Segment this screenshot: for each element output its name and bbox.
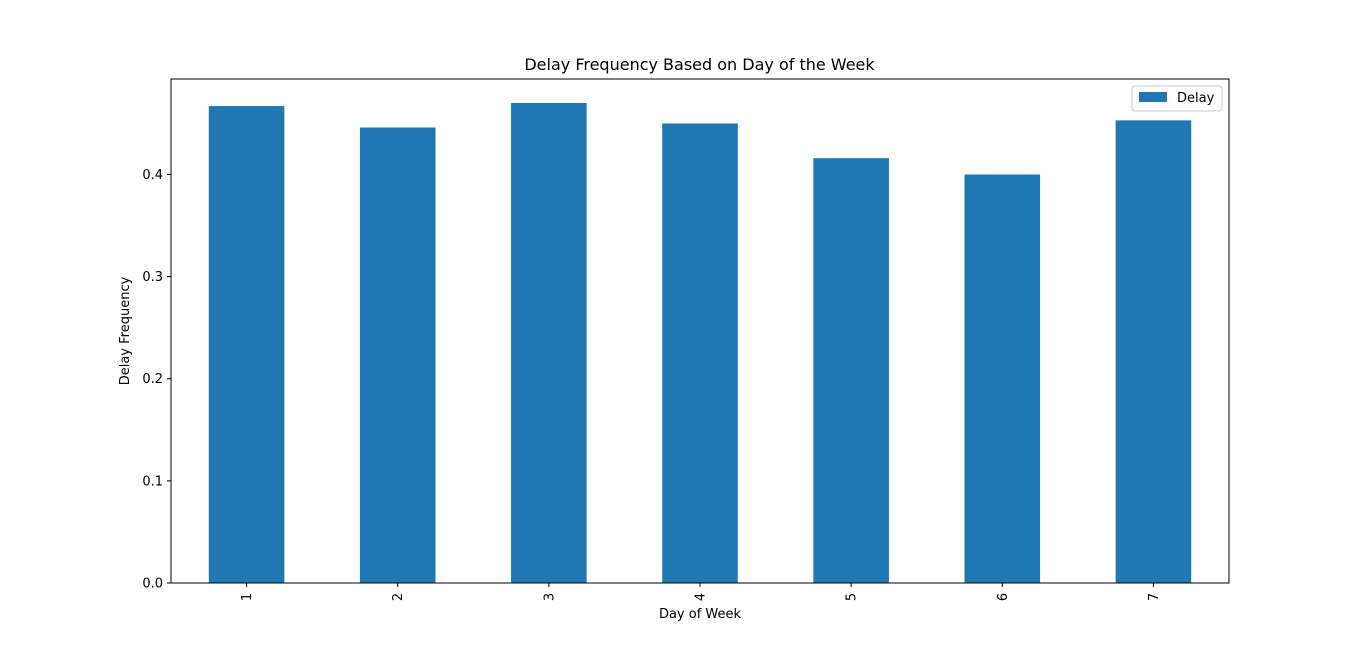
legend-swatch <box>1139 92 1167 102</box>
chart-title: Delay Frequency Based on Day of the Week <box>524 55 875 74</box>
x-tick-label: 2 <box>391 593 406 601</box>
bars <box>208 103 1192 584</box>
bar-day-3 <box>511 103 587 583</box>
y-tick-label: 0.2 <box>142 372 163 387</box>
x-tick-label: 6 <box>996 593 1011 601</box>
legend-label: Delay <box>1177 91 1215 106</box>
bar-day-6 <box>964 174 1041 584</box>
x-tick-label: 3 <box>542 593 557 601</box>
y-axis-label: Delay Frequency <box>118 276 133 385</box>
x-tick-label: 7 <box>1147 593 1162 601</box>
y-tick-label: 0.3 <box>142 270 163 285</box>
y-tick-label: 0.1 <box>142 474 163 489</box>
plot-area-frame <box>170 78 1230 584</box>
bar-day-4 <box>662 123 738 584</box>
x-tick-label: 4 <box>694 593 709 601</box>
x-tick-label: 5 <box>845 593 860 601</box>
y-tick-label: 0.4 <box>142 168 163 183</box>
x-axis-label: Day of Week <box>659 607 742 622</box>
bar-day-7 <box>1115 120 1192 584</box>
x-ticks: 1 2 3 4 5 6 7 <box>240 583 1162 601</box>
bar-day-1 <box>208 106 285 583</box>
y-ticks: 0.0 0.1 0.2 0.3 0.4 <box>142 168 171 592</box>
bar-day-5 <box>813 158 889 583</box>
x-tick-label: 1 <box>240 593 255 601</box>
legend: Delay <box>1131 85 1223 112</box>
y-tick-label: 0.0 <box>142 577 163 592</box>
bar-day-2 <box>359 127 436 583</box>
